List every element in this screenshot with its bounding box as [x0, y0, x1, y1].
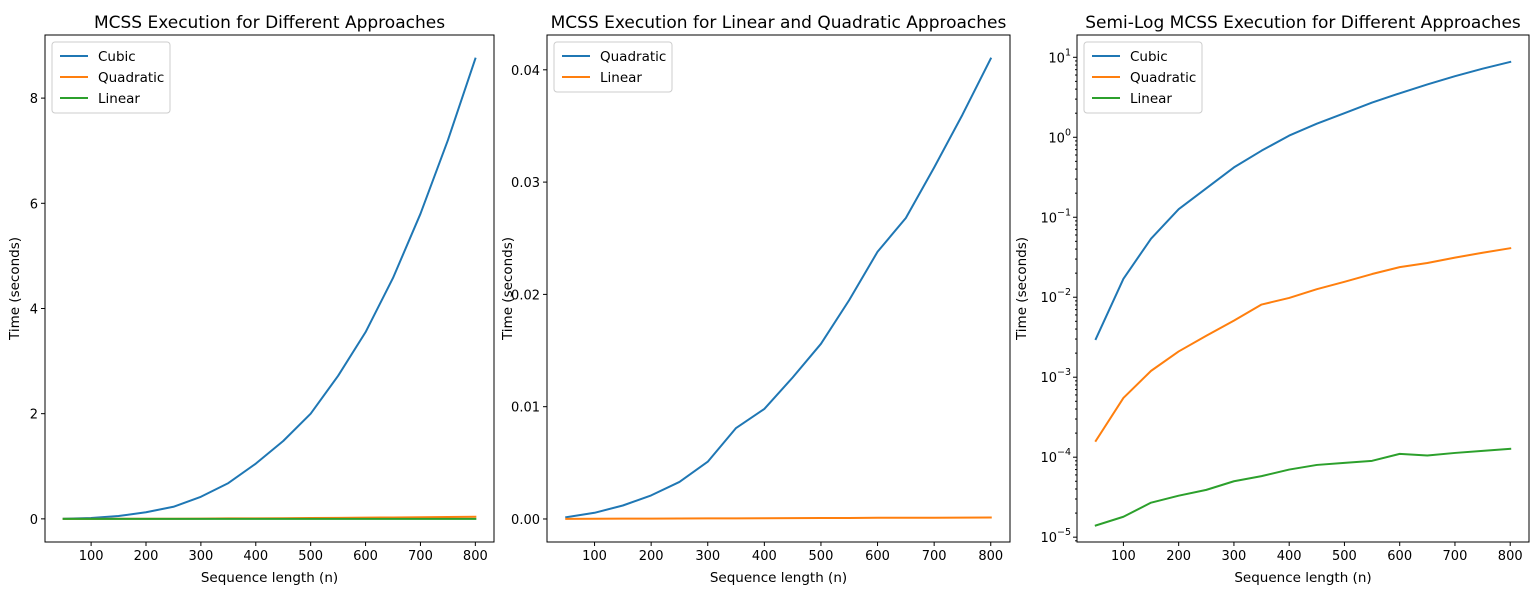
y-tick-label: 101 [1048, 47, 1071, 66]
y-axis-label: Time (seconds) [500, 237, 516, 341]
chart-title: Semi-Log MCSS Execution for Different Ap… [1085, 13, 1521, 33]
y-tick-label: 6 [30, 197, 38, 212]
y-tick-label: 0.02 [511, 288, 540, 303]
x-tick-label: 600 [865, 549, 890, 564]
subplot-2: MCSS Execution for Linear and Quadratic … [500, 13, 1011, 586]
legend: Quadratic Linear [553, 41, 673, 93]
series-line-cubic [62, 57, 477, 520]
y-tick-base: 10 [1048, 51, 1065, 66]
y-tick-label: 10−5 [1040, 527, 1071, 546]
subplot-1: MCSS Execution for Different Approaches 1… [7, 13, 495, 586]
x-tick-label: 200 [1166, 549, 1191, 564]
x-axis-label: Sequence length (n) [710, 570, 847, 586]
x-tick-label: 300 [1222, 549, 1247, 564]
x-tick-label: 100 [582, 549, 607, 564]
x-tick-label: 800 [978, 549, 1003, 564]
series-line-cubic [1094, 60, 1512, 341]
x-tick-label: 700 [408, 549, 433, 564]
x-tick-label: 300 [188, 549, 213, 564]
y-tick-base: 10 [1048, 131, 1065, 146]
y-tick-exponent: −1 [1057, 207, 1071, 218]
y-tick-exponent: 0 [1065, 127, 1071, 138]
y-tick-label: 0 [30, 513, 38, 528]
y-tick-base: 10 [1040, 531, 1057, 546]
chart-title: MCSS Execution for Linear and Quadratic … [551, 13, 1007, 33]
x-tick-label: 400 [1277, 549, 1302, 564]
legend: Cubic Quadratic Linear [51, 41, 171, 114]
legend-label-quadratic: Quadratic [600, 49, 666, 65]
x-tick-label: 300 [695, 549, 720, 564]
x-tick-label: 800 [463, 549, 488, 564]
y-tick-exponent: −2 [1057, 287, 1071, 298]
y-tick-label: 2 [30, 408, 38, 423]
x-tick-label: 200 [134, 549, 159, 564]
legend-label-linear: Linear [1130, 91, 1172, 107]
y-tick-label: 0.01 [511, 401, 540, 416]
legend-box [51, 41, 171, 114]
legend-label-linear: Linear [600, 70, 642, 86]
x-tick-label: 200 [639, 549, 664, 564]
y-axis-label: Time (seconds) [1014, 237, 1030, 341]
x-axis-label: Sequence length (n) [201, 570, 338, 586]
x-tick-label: 500 [298, 549, 323, 564]
x-tick-label: 100 [1111, 549, 1136, 564]
y-tick-label: 0.03 [511, 176, 540, 191]
legend: Cubic Quadratic Linear [1083, 41, 1203, 114]
x-tick-label: 800 [1498, 549, 1523, 564]
y-tick-label: 100 [1048, 127, 1071, 146]
axes-frame [1076, 34, 1530, 543]
x-tick-label: 600 [1387, 549, 1412, 564]
y-tick-exponent: −3 [1057, 367, 1071, 378]
x-tick-label: 500 [1332, 549, 1357, 564]
y-axis-label: Time (seconds) [7, 237, 23, 341]
x-tick-label: 500 [809, 549, 834, 564]
legend-label-linear: Linear [98, 91, 140, 107]
y-tick-exponent: −4 [1057, 447, 1071, 458]
legend-label-quadratic: Quadratic [98, 70, 164, 86]
x-tick-label: 100 [79, 549, 104, 564]
y-tick-base: 10 [1040, 211, 1057, 226]
legend-box [553, 41, 673, 93]
legend-label-cubic: Cubic [1130, 49, 1168, 65]
y-tick-exponent: −5 [1057, 527, 1071, 538]
y-tick-exponent: 1 [1065, 47, 1071, 58]
axes-frame [546, 34, 1011, 543]
y-tick-label: 0.04 [511, 64, 540, 79]
y-tick-label: 4 [30, 302, 38, 317]
series-line-quadratic [1094, 247, 1512, 443]
y-tick-label: 10−1 [1040, 207, 1071, 226]
series-line-quadratic [565, 57, 993, 519]
y-tick-label: 0.00 [511, 513, 540, 528]
legend-box [1083, 41, 1203, 114]
axes-frame [44, 34, 495, 543]
x-axis-label: Sequence length (n) [1234, 570, 1371, 586]
y-tick-base: 10 [1040, 291, 1057, 306]
y-tick-label: 10−3 [1040, 367, 1071, 386]
series-line-linear [565, 516, 992, 520]
y-tick-base: 10 [1040, 371, 1057, 386]
y-tick-base: 10 [1040, 451, 1057, 466]
y-tick-label: 10−4 [1040, 447, 1071, 466]
subplot-3: Semi-Log MCSS Execution for Different Ap… [1014, 13, 1530, 586]
x-tick-label: 600 [353, 549, 378, 564]
y-tick-label: 10−2 [1040, 287, 1071, 306]
x-tick-label: 700 [922, 549, 947, 564]
chart-title: MCSS Execution for Different Approaches [94, 13, 445, 33]
legend-label-cubic: Cubic [98, 49, 136, 65]
x-tick-label: 400 [752, 549, 777, 564]
legend-label-quadratic: Quadratic [1130, 70, 1196, 86]
x-tick-label: 700 [1443, 549, 1468, 564]
x-tick-label: 400 [243, 549, 268, 564]
series-line-linear [1094, 447, 1512, 527]
y-tick-label: 8 [30, 92, 38, 107]
